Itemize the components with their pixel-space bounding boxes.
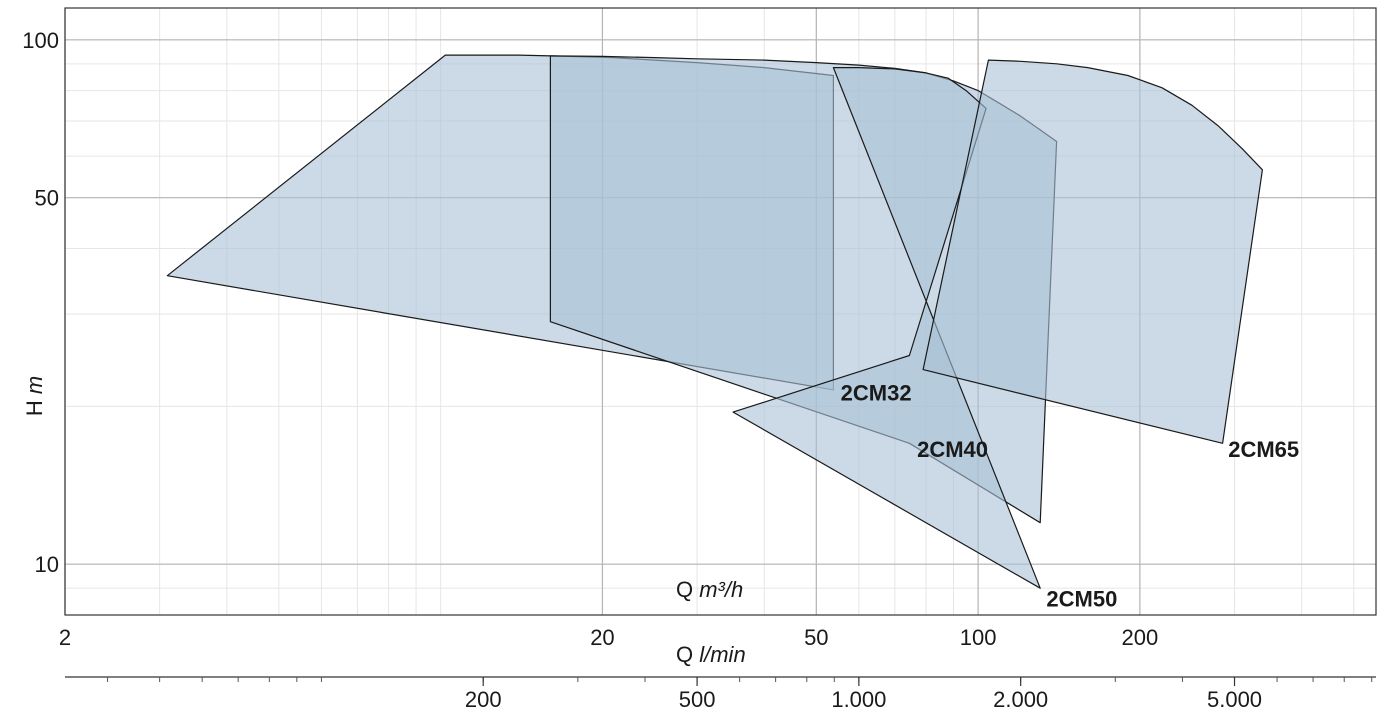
x2-tick-label: 200: [465, 687, 502, 712]
y-tick-label: 100: [22, 28, 59, 53]
series-areas: [166, 54, 1264, 589]
x2-tick-label: 5.000: [1207, 687, 1262, 712]
x2-tick-label: 500: [679, 687, 716, 712]
series-label-2cm50: 2CM50: [1046, 587, 1117, 612]
secondary-x-axis: 200 500 1.000 2.000 5.000: [65, 676, 1376, 712]
x-tick-label: 20: [590, 625, 614, 650]
x-tick-label: 200: [1122, 625, 1159, 650]
y-tick-label: 10: [35, 552, 59, 577]
series-label-2cm40: 2CM40: [917, 437, 988, 462]
x2-tick-label: 2.000: [993, 687, 1048, 712]
x-tick-label: 100: [960, 625, 997, 650]
series-area-2cm50: [732, 66, 1041, 589]
axis-titles: Q m³/h Q l/min H m: [22, 376, 746, 667]
x-tick-label: 2: [59, 625, 71, 650]
series-label-2cm32: 2CM32: [841, 381, 912, 406]
series-label-2cm65: 2CM65: [1228, 437, 1299, 462]
plot-border: [64, 7, 1377, 616]
y-axis-title: H m: [22, 376, 47, 416]
y-tick-label: 50: [35, 186, 59, 211]
plot-frame: [64, 7, 1377, 616]
x-axis-title: Q m³/h: [676, 577, 743, 602]
series-labels: 2CM32 2CM40 2CM50 2CM65: [841, 381, 1299, 612]
series-area-2cm65: [922, 59, 1264, 444]
tick-labels: 2 20 50 100 200 10 50 100: [22, 28, 1158, 650]
x2-axis-title: Q l/min: [676, 642, 746, 667]
x2-tick-label: 1.000: [831, 687, 886, 712]
x-tick-label: 50: [804, 625, 828, 650]
